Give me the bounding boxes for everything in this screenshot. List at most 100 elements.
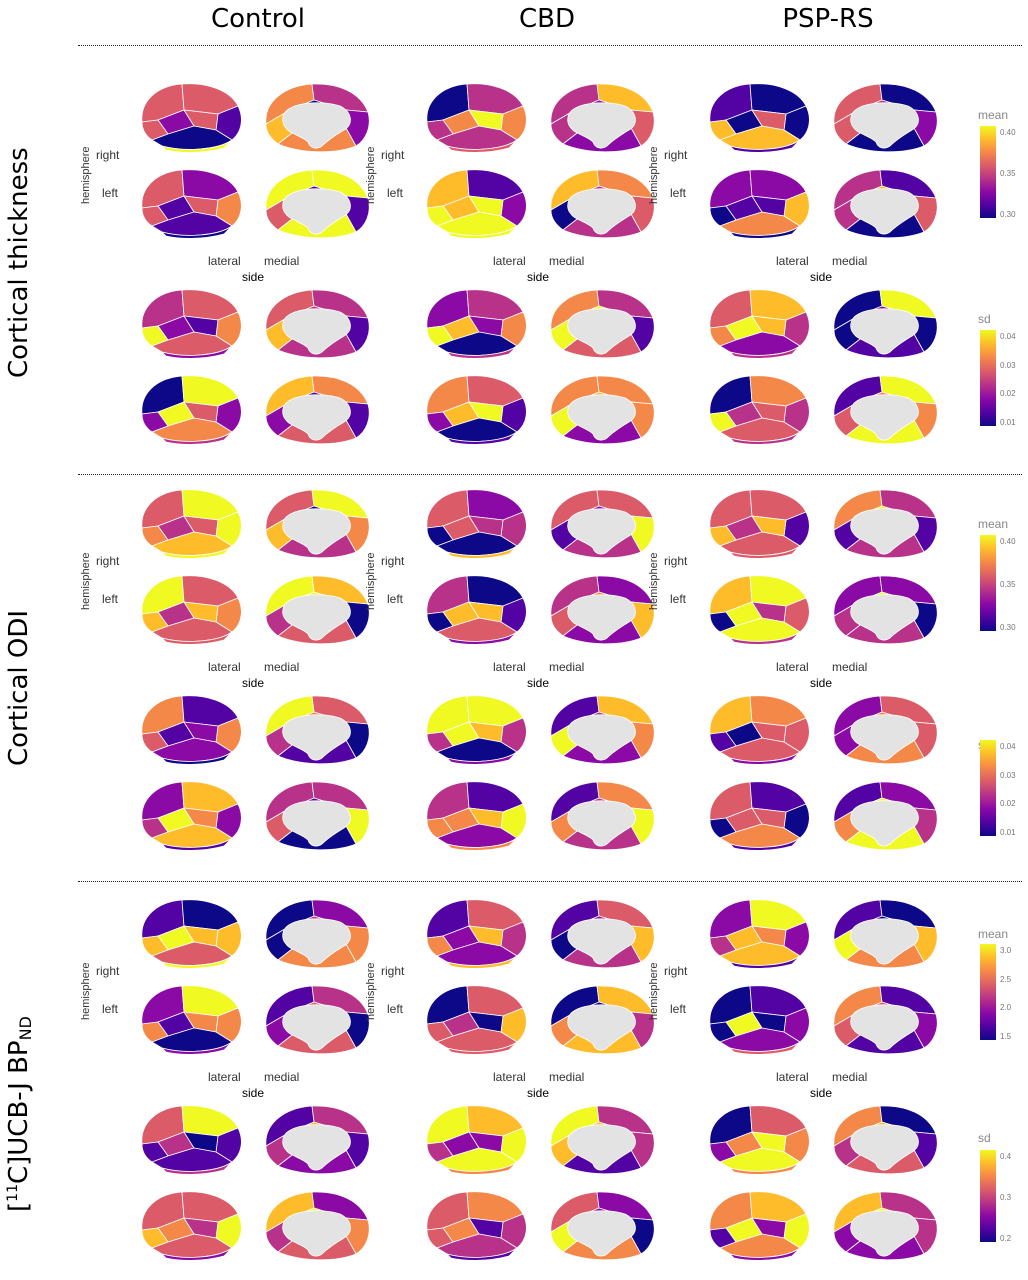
colorbar-tick-label: 0.30 xyxy=(1000,623,1016,632)
brain-lateral-odi-control-0 xyxy=(141,489,242,559)
side-lateral-label: lateral xyxy=(493,660,526,674)
cortical-region xyxy=(728,225,801,239)
column-title-cbd: CBD xyxy=(518,4,575,34)
brain-medial-ucbj-cbd-0 xyxy=(550,899,655,969)
hemisphere-axis-label: hemisphere xyxy=(648,146,660,204)
brain-medial-odi-control-3 xyxy=(265,781,370,851)
side-medial-label: medial xyxy=(549,254,585,268)
brain-lateral-odi-control-3 xyxy=(141,781,242,851)
colorbar-tick-label: 0.02 xyxy=(1000,389,1016,399)
colorbar-tick-label: 0.04 xyxy=(1000,332,1016,341)
divider-thickness-odi xyxy=(78,474,1022,475)
hemisphere-right-label: right xyxy=(96,148,120,162)
cortical-region xyxy=(445,139,518,153)
subcortical-mask xyxy=(282,188,351,235)
cortical-region xyxy=(160,955,233,969)
subcortical-mask xyxy=(850,1004,919,1051)
colorbar-tick-label: 0.01 xyxy=(1000,418,1016,427)
cortical-region xyxy=(160,751,233,765)
subcortical-mask xyxy=(567,1124,636,1171)
brain-lateral-thickness-cbd-3 xyxy=(426,375,527,445)
hemisphere-right-label: right xyxy=(664,554,688,568)
subcortical-mask xyxy=(282,102,351,149)
side-axis-label: side xyxy=(810,270,833,284)
brain-medial-odi-psprs-1 xyxy=(833,575,938,645)
brain-medial-thickness-psprs-2 xyxy=(833,289,938,359)
cortical-region xyxy=(160,139,233,153)
brain-lateral-ucbj-psprs-2 xyxy=(709,1105,810,1175)
side-lateral-label: lateral xyxy=(493,1070,526,1084)
cortical-region xyxy=(160,631,233,645)
brain-medial-thickness-cbd-2 xyxy=(550,289,655,359)
brain-medial-thickness-control-0 xyxy=(265,83,370,153)
colorbar-tick-label: 0.40 xyxy=(1000,128,1016,137)
side-axis-label: side xyxy=(242,270,265,284)
side-axis-label: side xyxy=(242,676,265,690)
brain-lateral-ucbj-cbd-2 xyxy=(426,1105,527,1175)
cortical-region xyxy=(728,631,801,645)
cortical-region xyxy=(445,631,518,645)
brain-lateral-thickness-cbd-2 xyxy=(426,289,527,359)
subcortical-mask xyxy=(282,714,351,761)
cortical-region xyxy=(445,345,518,359)
cortical-region xyxy=(160,345,233,359)
subcortical-mask xyxy=(850,394,919,441)
brain-lateral-odi-control-2 xyxy=(141,695,242,765)
subcortical-mask xyxy=(282,508,351,555)
brain-medial-thickness-control-3 xyxy=(265,375,370,445)
brain-medial-ucbj-cbd-3 xyxy=(550,1191,655,1261)
colorbar-tick-label: 2.5 xyxy=(1000,974,1012,984)
side-medial-label: medial xyxy=(832,1070,868,1084)
brain-lateral-ucbj-cbd-3 xyxy=(426,1191,527,1261)
cortical-region xyxy=(445,545,518,559)
cortical-region xyxy=(160,545,233,559)
cortical-region xyxy=(160,1247,233,1261)
side-axis-label: side xyxy=(527,270,550,284)
subcortical-mask xyxy=(282,594,351,641)
brain-medial-ucbj-psprs-2 xyxy=(833,1105,938,1175)
brain-medial-odi-psprs-3 xyxy=(833,781,938,851)
colorbar-tick-label: 3.0 xyxy=(1000,946,1012,955)
brain-medial-ucbj-cbd-1 xyxy=(550,985,655,1055)
brain-medial-odi-control-2 xyxy=(265,695,370,765)
brain-medial-odi-psprs-0 xyxy=(833,489,938,559)
cortical-region xyxy=(445,1247,518,1261)
colorbar-tick-label: 0.35 xyxy=(1000,580,1016,589)
brain-lateral-thickness-control-3 xyxy=(141,375,242,445)
side-lateral-label: lateral xyxy=(208,660,241,674)
cortical-region xyxy=(728,431,801,445)
subcortical-mask xyxy=(567,1210,636,1257)
brain-medial-ucbj-psprs-0 xyxy=(833,899,938,969)
cortical-region xyxy=(445,1161,518,1175)
subcortical-mask xyxy=(282,308,351,355)
side-axis-label: side xyxy=(242,1086,265,1100)
subcortical-mask xyxy=(567,508,636,555)
divider-odi-ucbj xyxy=(78,881,1022,882)
brain-medial-odi-cbd-2 xyxy=(550,695,655,765)
subcortical-mask xyxy=(567,102,636,149)
hemisphere-axis-label: hemisphere xyxy=(365,552,377,610)
brain-lateral-ucbj-control-1 xyxy=(141,985,242,1055)
brain-medial-thickness-psprs-3 xyxy=(833,375,938,445)
brain-medial-odi-psprs-2 xyxy=(833,695,938,765)
colorbar-gradient xyxy=(980,944,996,1040)
cortical-region xyxy=(445,431,518,445)
brain-lateral-thickness-psprs-3 xyxy=(709,375,810,445)
side-medial-label: medial xyxy=(832,254,868,268)
subcortical-mask xyxy=(850,308,919,355)
brain-medial-thickness-cbd-1 xyxy=(550,169,655,239)
brain-medial-odi-cbd-1 xyxy=(550,575,655,645)
cortical-region xyxy=(445,225,518,239)
brain-lateral-ucbj-control-3 xyxy=(141,1191,242,1261)
brain-lateral-thickness-cbd-0 xyxy=(426,83,527,153)
side-lateral-label: lateral xyxy=(776,254,809,268)
brain-lateral-ucbj-cbd-1 xyxy=(426,985,527,1055)
colorbar-tick-label: 0.03 xyxy=(1000,360,1016,370)
subcortical-mask xyxy=(282,1210,351,1257)
cortical-region xyxy=(445,1041,518,1055)
subcortical-mask xyxy=(567,1004,636,1051)
side-lateral-label: lateral xyxy=(493,254,526,268)
side-axis-label: side xyxy=(527,676,550,690)
side-axis-label: side xyxy=(527,1086,550,1100)
hemisphere-left-label: left xyxy=(670,186,687,200)
